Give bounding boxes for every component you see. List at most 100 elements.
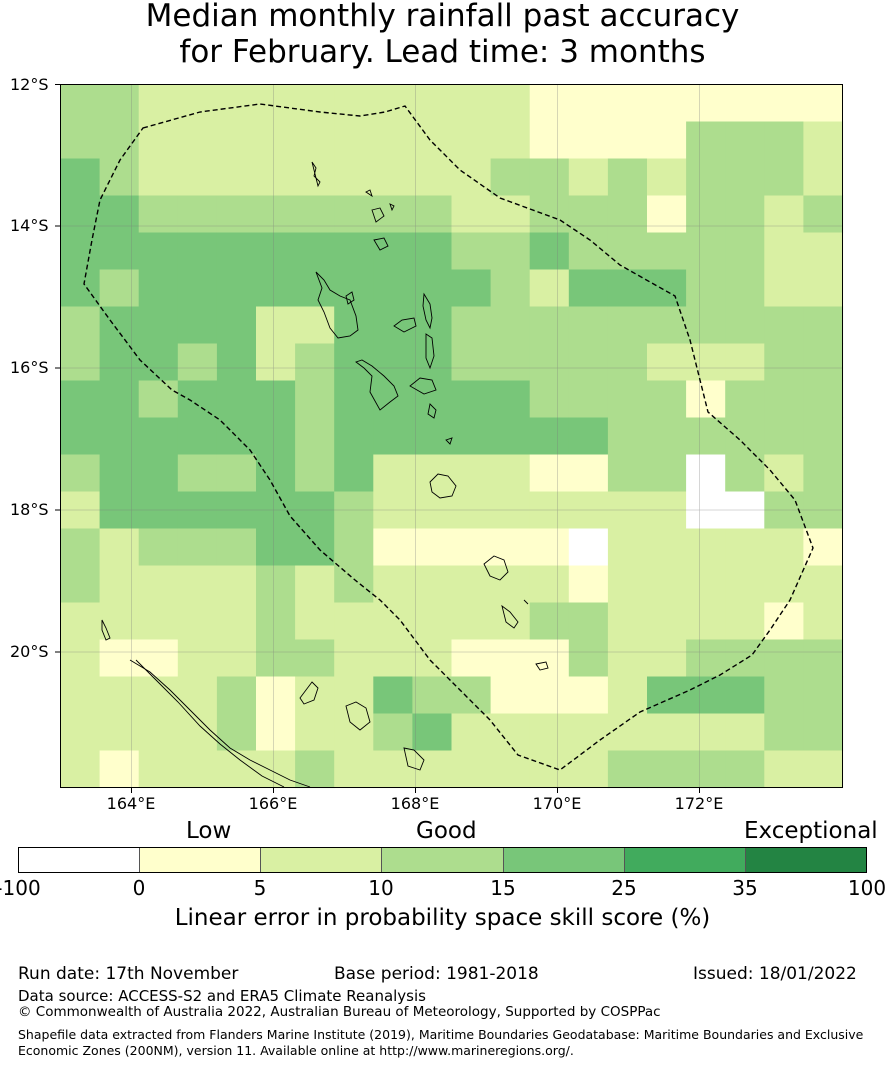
grid-cell bbox=[256, 750, 296, 789]
grid-cell bbox=[529, 713, 570, 752]
grid-cell bbox=[529, 343, 570, 382]
islet-loyalty-2 bbox=[345, 701, 371, 731]
grid-cell bbox=[568, 750, 609, 789]
island-erromango bbox=[483, 555, 509, 581]
grid-cell bbox=[412, 491, 453, 530]
skill-grid bbox=[60, 84, 844, 789]
grid-cell bbox=[99, 602, 140, 641]
grid-cell bbox=[490, 602, 531, 641]
grid-cell bbox=[60, 750, 101, 789]
grid-cell bbox=[295, 343, 335, 382]
grid-cell bbox=[529, 232, 570, 271]
grid-cell bbox=[60, 713, 101, 752]
grid-cell bbox=[256, 306, 296, 345]
grid-cell bbox=[490, 158, 531, 197]
grid-cell bbox=[764, 158, 804, 197]
grid-cell bbox=[256, 121, 296, 160]
grid-cell bbox=[607, 676, 648, 715]
grid-cell bbox=[256, 232, 296, 271]
island-malo bbox=[345, 291, 355, 305]
grid-cell bbox=[177, 639, 218, 678]
grid-cell bbox=[412, 639, 453, 678]
grid-cell bbox=[334, 528, 374, 567]
grid-cell bbox=[373, 454, 413, 493]
grid-cell bbox=[451, 454, 492, 493]
lat-label: 16°S bbox=[10, 358, 49, 377]
grid-cell bbox=[451, 565, 492, 604]
grid-cell bbox=[803, 713, 844, 752]
grid-cell bbox=[334, 269, 374, 308]
grid-cell bbox=[373, 306, 413, 345]
grid-cell bbox=[529, 121, 570, 160]
grid-cell bbox=[99, 528, 140, 567]
grid-cell bbox=[764, 343, 804, 382]
grid-cell bbox=[256, 565, 296, 604]
grid-cell bbox=[412, 380, 453, 419]
grid-cell bbox=[177, 269, 218, 308]
grid-cell bbox=[412, 417, 453, 456]
grid-cell bbox=[803, 676, 844, 715]
grid-cell bbox=[177, 602, 218, 641]
grid-cell bbox=[256, 343, 296, 382]
grid-cell bbox=[725, 84, 765, 123]
grid-cell bbox=[373, 84, 413, 123]
grid-cell bbox=[764, 602, 804, 641]
grid-cell bbox=[607, 121, 648, 160]
grid-cell bbox=[803, 121, 844, 160]
grid-cell bbox=[647, 565, 687, 604]
grid-cell bbox=[686, 232, 726, 271]
grid-cell bbox=[607, 491, 648, 530]
island-gaua bbox=[371, 207, 385, 223]
shapefile-note: Shapefile data extracted from Flanders M… bbox=[18, 1027, 864, 1058]
grid-cell bbox=[725, 195, 765, 234]
grid-cell bbox=[295, 232, 335, 271]
grid-cell bbox=[451, 417, 492, 456]
grid-cell bbox=[490, 343, 531, 382]
grid-cell bbox=[647, 158, 687, 197]
grid-cell bbox=[373, 343, 413, 382]
grid-cell bbox=[647, 602, 687, 641]
grid-cell bbox=[334, 232, 374, 271]
grid-cell bbox=[607, 158, 648, 197]
grid-cell bbox=[490, 491, 531, 530]
grid-cell bbox=[490, 121, 531, 160]
grid-cell bbox=[725, 528, 765, 567]
grid-cell bbox=[177, 380, 218, 419]
grid-cell bbox=[568, 417, 609, 456]
grid-cell bbox=[216, 528, 257, 567]
grid-cell bbox=[647, 195, 687, 234]
grid-cell bbox=[373, 269, 413, 308]
grid-cell bbox=[451, 750, 492, 789]
grid-cell bbox=[686, 380, 726, 419]
lon-label: 168°E bbox=[390, 794, 440, 813]
grid-cell bbox=[451, 676, 492, 715]
grid-cell bbox=[138, 306, 179, 345]
grid-cell bbox=[568, 639, 609, 678]
grid-cell bbox=[256, 269, 296, 308]
grid-cell bbox=[138, 380, 179, 419]
map-canvas[interactable] bbox=[0, 0, 885, 800]
legend-swatch bbox=[261, 848, 383, 872]
grid-cell bbox=[373, 713, 413, 752]
grid-cell bbox=[334, 417, 374, 456]
grid-cell bbox=[177, 306, 218, 345]
grid-cell bbox=[764, 121, 804, 160]
islet-small-4 bbox=[523, 599, 529, 605]
grid-cell bbox=[99, 676, 140, 715]
grid-cell bbox=[725, 602, 765, 641]
grid-cell bbox=[490, 713, 531, 752]
grid-cell bbox=[295, 380, 335, 419]
grid-cell bbox=[647, 713, 687, 752]
grid-cell bbox=[725, 158, 765, 197]
grid-cell bbox=[138, 491, 179, 530]
grid-cell bbox=[568, 121, 609, 160]
grid-cell bbox=[99, 750, 140, 789]
grid-cell bbox=[686, 195, 726, 234]
grid-cell bbox=[647, 639, 687, 678]
grid-cell bbox=[725, 750, 765, 789]
grid-cell bbox=[373, 676, 413, 715]
grid-cell bbox=[138, 417, 179, 456]
grid-cell bbox=[490, 639, 531, 678]
grid-cell bbox=[490, 676, 531, 715]
grid-cell bbox=[451, 195, 492, 234]
